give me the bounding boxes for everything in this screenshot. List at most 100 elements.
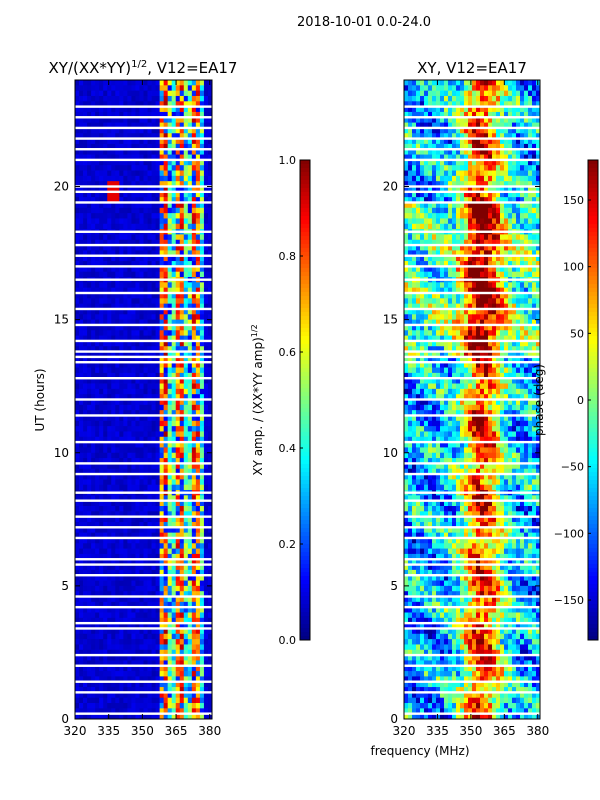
heatmap-cell [135,80,140,86]
heatmap-cell [175,633,181,640]
colorbar-segment [300,172,310,177]
heatmap-cell [175,154,181,161]
heatmap-cell [87,245,92,251]
heatmap-cell [159,213,165,219]
heatmap-cell [175,436,181,443]
heatmap-cell [167,687,173,693]
heatmap-cell [199,697,205,704]
heatmap-cell [203,404,209,411]
heatmap-cell [131,340,136,347]
heatmap-cell [484,149,489,155]
heatmap-cell [159,170,165,177]
heatmap-cell [155,484,161,491]
heatmap-cell [111,234,116,241]
heatmap-cell [183,458,189,464]
heatmap-cell [83,159,88,166]
heatmap-cell [488,149,493,155]
heatmap-cell [207,181,213,187]
heatmap-cell [119,378,124,384]
heatmap-cell [207,633,213,640]
heatmap-cell [91,346,96,352]
heatmap-cell [75,367,80,374]
heatmap-cell [123,628,128,635]
heatmap-cell [187,261,193,267]
heatmap-cell [111,564,116,571]
heatmap-cell [119,575,124,581]
heatmap-cell [203,223,209,230]
heatmap-cell [528,127,533,134]
heatmap-cell [199,133,205,139]
heatmap-cell [87,575,92,581]
heatmap-cell [476,154,481,161]
heatmap-cell [179,101,185,108]
heatmap-cell [127,596,132,603]
heatmap-cell [191,681,197,688]
heatmap-cell [416,143,421,150]
heatmap-cell [460,127,465,134]
heatmap-cell [500,127,505,134]
heatmap-cell [171,585,177,592]
heatmap-cell [123,85,128,92]
heatmap-cell [79,223,84,230]
heatmap-cell [83,399,88,406]
heatmap-cell [171,149,177,155]
heatmap-cell [143,266,148,273]
heatmap-cell [95,548,100,555]
heatmap-cell [456,143,461,150]
heatmap-cell [91,261,96,267]
heatmap-cell [139,591,144,597]
heatmap-cell [75,159,80,166]
heatmap-cell [123,159,128,166]
heatmap-cell [159,532,165,539]
heatmap-cell [83,660,88,667]
heatmap-cell [151,516,156,523]
heatmap-cell [472,165,477,171]
heatmap-cell [452,80,457,86]
heatmap-cell [472,101,477,108]
heatmap-cell [135,271,140,278]
heatmap-cell [119,186,124,193]
heatmap-cell [91,404,96,411]
heatmap-cell [119,303,124,310]
heatmap-cell [468,138,473,145]
heatmap-cell [167,692,173,699]
heatmap-cell [203,458,209,464]
heatmap-cell [115,697,120,704]
heatmap-cell [99,681,104,688]
heatmap-cell [480,186,485,193]
heatmap-cell [191,261,197,267]
heatmap-cell [107,149,112,155]
heatmap-cell [123,138,128,145]
heatmap-cell [135,415,140,422]
heatmap-cell [111,703,116,709]
heatmap-cell [203,591,209,597]
heatmap-cell [159,410,165,416]
heatmap-cell [91,218,96,225]
heatmap-cell [404,181,409,187]
heatmap-cell [87,159,92,166]
heatmap-cell [75,516,80,523]
heatmap-cell [167,394,173,400]
heatmap-cell [135,548,140,555]
heatmap-cell [83,649,88,656]
heatmap-cell [115,463,120,470]
heatmap-cell [147,649,152,656]
heatmap-cell [119,367,124,374]
heatmap-cell [500,175,505,182]
colorbar-segment [300,364,310,369]
heatmap-cell [143,293,148,299]
heatmap-cell [147,351,152,358]
heatmap-cell [147,372,152,379]
heatmap-cell [175,404,181,411]
heatmap-cell [183,527,189,534]
heatmap-cell [159,293,165,299]
heatmap-cell [155,681,161,688]
heatmap-cell [143,548,148,555]
heatmap-cell [175,607,181,613]
heatmap-cell [123,660,128,667]
heatmap-cell [183,665,189,672]
heatmap-cell [163,665,169,672]
heatmap-cell [99,213,104,219]
heatmap-cell [139,346,144,352]
heatmap-cell [131,335,136,342]
